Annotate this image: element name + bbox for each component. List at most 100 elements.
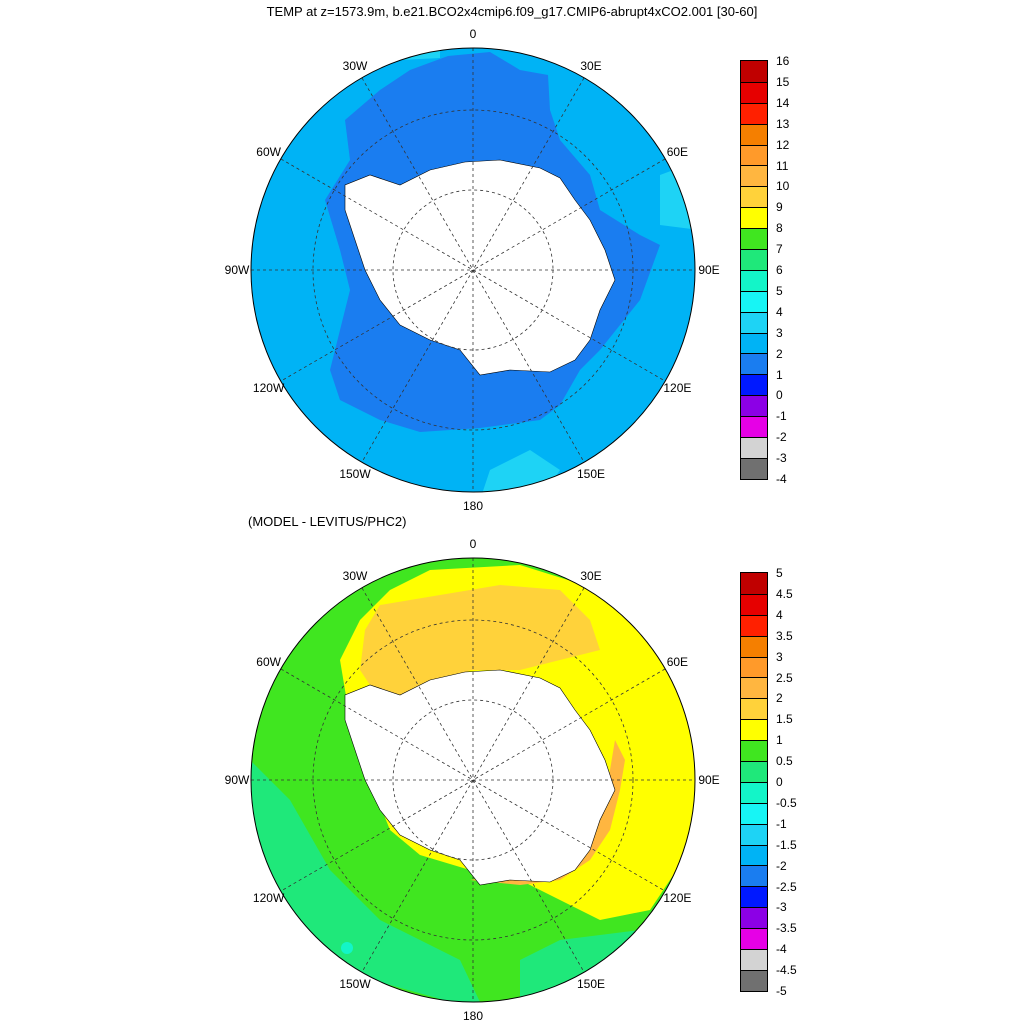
panel1-colorbar-swatch (741, 311, 767, 333)
panel2-colorbar-swatch (741, 593, 767, 615)
panel1-title: TEMP at z=1573.9m, b.e21.BCO2x4cmip6.f09… (266, 4, 758, 19)
panel1-lon-label: 90W (224, 263, 250, 277)
panel1-colorbar-label: 1 (776, 367, 783, 382)
panel2-colorbar-label: 0.5 (776, 754, 793, 769)
panel1-colorbar-swatch (741, 81, 767, 103)
panel1-colorbar-label: -1 (776, 409, 787, 424)
panel2-lon-label: 120W (252, 891, 285, 905)
panel2-lon-label: 150W (339, 977, 371, 992)
panel1-colorbar-label: 11 (776, 158, 789, 173)
panel1-colorbar-swatch (741, 269, 767, 291)
panel2-colorbar-swatch (741, 573, 767, 594)
panel1-lon-label: 60E (666, 145, 689, 159)
panel1-colorbar (740, 60, 768, 480)
panel2-colorbar-swatch (741, 656, 767, 678)
panel2-colorbar-label: -1 (776, 816, 787, 831)
panel2-colorbar-label: 3 (776, 649, 783, 664)
panel2-colorbar-swatch (741, 781, 767, 803)
panel2-colorbar-label: -3.5 (776, 921, 797, 936)
panel2-colorbar-swatch (741, 761, 767, 782)
panel2-colorbar-swatch (741, 677, 767, 699)
panel2-colorbar-label: 2.5 (776, 670, 793, 685)
panel1-colorbar-swatch (741, 207, 767, 229)
panel2-lon-label: 180 (462, 1009, 484, 1023)
panel1-colorbar-swatch (741, 102, 767, 124)
panel2-colorbar-label: 2 (776, 691, 783, 706)
panel2-colorbar-swatch (741, 740, 767, 762)
panel1-colorbar-label: 14 (776, 95, 790, 110)
panel2-colorbar-label: -0.5 (776, 795, 797, 810)
panel2-colorbar-swatch (741, 823, 767, 845)
panel1-colorbar-label: -2 (776, 430, 787, 445)
panel2-region-weddell (360, 585, 600, 710)
panel1-colorbar-label: 6 (776, 263, 783, 277)
panel1-lon-label: 120W (252, 381, 285, 395)
panel2-colorbar-label: 3.5 (776, 628, 793, 643)
panel1-colorbar-label: 9 (776, 200, 783, 215)
panel2-lon-label: 0 (469, 537, 477, 551)
panel2-colorbar-swatch (741, 802, 767, 824)
panel1-colorbar-label: 12 (776, 137, 790, 152)
panel1-colorbar-label: 5 (776, 283, 783, 298)
panel2-colorbar-label: 4.5 (776, 586, 793, 601)
panel1-colorbar-label: -3 (776, 451, 787, 466)
panel2-lon-label: 90E (698, 773, 720, 787)
panel1-lon-label: 120E (663, 381, 692, 395)
panel1-lon-label: 30E (580, 58, 602, 73)
panel2-colorbar-swatch (741, 719, 767, 741)
panel1-colorbar-label: 8 (776, 221, 783, 236)
panel2-colorbar-label: -4 (776, 942, 787, 957)
panel2-colorbar-label: 1 (776, 733, 783, 748)
panel1-colorbar-swatch (741, 416, 767, 438)
panel2-lon-label: 90W (224, 773, 250, 787)
panel1-colorbar-swatch (741, 332, 767, 354)
panel2-lon-label: 60E (666, 655, 689, 669)
panel1-lon-label: 30W (342, 58, 368, 73)
panel2-colorbar-label: 1.5 (776, 712, 793, 727)
panel2-colorbar-swatch (741, 928, 767, 950)
panel2-colorbar (740, 572, 768, 992)
panel1-colorbar-swatch (741, 249, 767, 270)
panel1-colorbar-swatch (741, 395, 767, 417)
panel1-antarctica (344, 159, 616, 376)
panel2-colorbar-label: -3 (776, 900, 787, 915)
panel1-lon-label: 150E (576, 467, 606, 482)
panel2-colorbar-swatch (741, 865, 767, 887)
panel1-colorbar-swatch (741, 353, 767, 375)
panel2-region-negative (341, 942, 353, 954)
panel2-colorbar-swatch (741, 844, 767, 866)
panel2-colorbar-swatch (741, 949, 767, 970)
panel1-colorbar-label: 2 (776, 346, 783, 361)
panel1-colorbar-swatch (741, 374, 767, 396)
panel2-colorbar-label: 4 (776, 607, 783, 622)
panel1-colorbar-swatch (741, 123, 767, 145)
panel2-colorbar-swatch (741, 969, 767, 991)
panel2-colorbar-swatch (741, 614, 767, 636)
panel1-colorbar-swatch (741, 186, 767, 208)
panel2-colorbar-swatch (741, 635, 767, 657)
panel1-colorbar-swatch (741, 61, 767, 82)
panel2-colorbar-label: 5 (776, 566, 783, 580)
panel2-lon-label: 30E (580, 568, 602, 583)
panel1-lon-label: 0 (469, 27, 477, 41)
panel1-lon-label: 90E (698, 263, 720, 277)
panel2-colorbar-swatch (741, 886, 767, 908)
panel2-colorbar-label: 0 (776, 775, 783, 789)
panel2-colorbar-label: -5 (776, 984, 787, 998)
panel2-lon-label: 120E (663, 891, 692, 905)
panel1-colorbar-swatch (741, 437, 767, 458)
panel1-colorbar-label: 10 (776, 179, 790, 194)
panel1-colorbar-label: 4 (776, 304, 783, 319)
panel2-lon-label: 30W (342, 568, 368, 583)
panel2-colorbar-label: -4.5 (776, 963, 797, 978)
panel1-colorbar-swatch (741, 457, 767, 479)
panel2-colorbar-label: -1.5 (776, 837, 797, 852)
panel1-colorbar-label: 3 (776, 325, 783, 340)
panel1-colorbar-swatch (741, 144, 767, 166)
panel1-colorbar-label: 15 (776, 74, 790, 89)
panel2-title: (MODEL - LEVITUS/PHC2) (248, 514, 407, 529)
panel2-antarctica (344, 669, 616, 886)
panel2-lon-label: 60W (256, 655, 281, 669)
panel1-colorbar-label: 16 (776, 54, 790, 68)
